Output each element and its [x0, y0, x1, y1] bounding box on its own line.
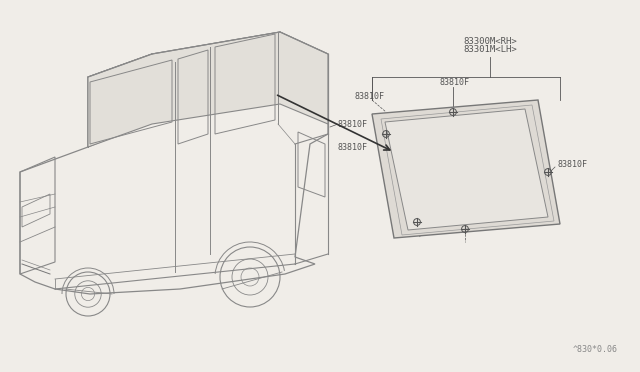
Text: 83810F: 83810F	[338, 119, 368, 128]
Text: 83810F: 83810F	[558, 160, 588, 169]
Text: 83301M<LH>: 83301M<LH>	[463, 45, 517, 54]
Text: ^830*0.06: ^830*0.06	[573, 345, 618, 354]
Text: 83810F: 83810F	[355, 92, 385, 100]
Text: 83300M<RH>: 83300M<RH>	[463, 37, 517, 46]
Polygon shape	[88, 32, 328, 147]
Polygon shape	[372, 100, 560, 238]
Polygon shape	[88, 54, 152, 147]
Text: 83810F: 83810F	[440, 77, 470, 87]
Text: 83810F: 83810F	[338, 142, 368, 151]
Polygon shape	[385, 109, 548, 230]
